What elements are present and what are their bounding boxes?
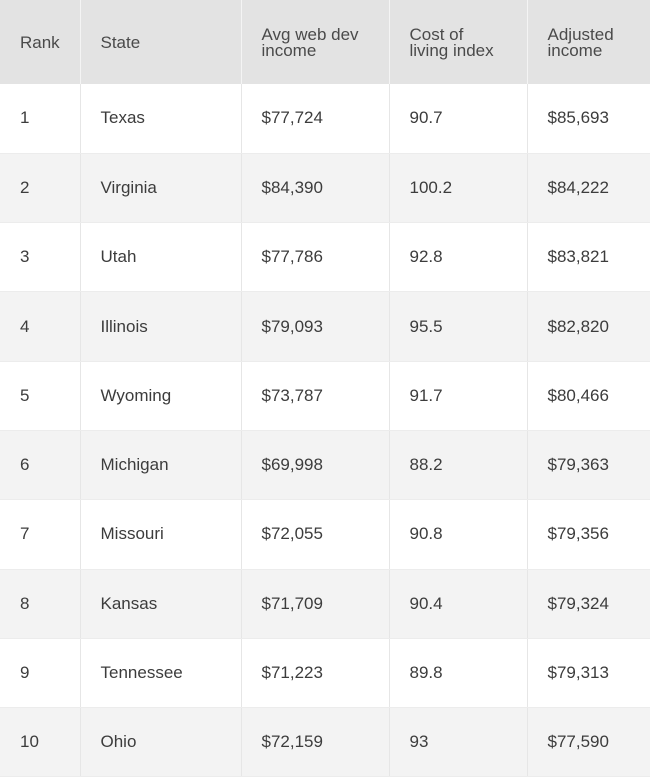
rank-cell: 10	[0, 707, 80, 777]
table-row: 9 Tennessee $71,223 89.8 $79,313	[0, 638, 650, 709]
adjusted-income-cell: $84,222	[526, 153, 650, 224]
state-cell: Kansas	[79, 569, 241, 639]
state-cell: Ohio	[79, 707, 241, 777]
header-adjusted-income-line1: Adjusted	[547, 25, 614, 44]
rank-cell: 8	[0, 569, 80, 639]
header-row: Rank State Avg web dev income Cost of li…	[0, 0, 650, 84]
table-row: 7 Missouri $72,055 90.8 $79,356	[0, 499, 650, 570]
income-cell: $77,724	[240, 84, 389, 154]
header-avg-income-line2: income	[261, 41, 317, 60]
cost-of-living-cell: 89.8	[388, 638, 527, 709]
cost-of-living-cell: 88.2	[388, 430, 527, 501]
adjusted-income-cell: $79,324	[526, 569, 650, 639]
table-row: 8 Kansas $71,709 90.4 $79,324	[0, 569, 650, 639]
rank-cell: 5	[0, 361, 80, 431]
cost-of-living-cell: 90.8	[388, 499, 527, 570]
state-cell: Tennessee	[79, 638, 241, 709]
header-cost-of-living-line2: living index	[409, 41, 494, 60]
adjusted-income-cell: $83,821	[526, 222, 650, 293]
adjusted-income-cell: $79,356	[526, 499, 650, 570]
income-cell: $72,159	[240, 707, 389, 777]
state-cell: Illinois	[79, 291, 241, 362]
table-row: 3 Utah $77,786 92.8 $83,821	[0, 222, 650, 293]
table-row: 2 Virginia $84,390 100.2 $84,222	[0, 153, 650, 224]
rank-cell: 6	[0, 430, 80, 501]
income-cell: $84,390	[240, 153, 389, 224]
header-avg-income-line1: Avg web dev	[261, 25, 359, 44]
adjusted-income-cell: $85,693	[526, 84, 650, 154]
income-cell: $72,055	[240, 499, 389, 570]
state-cell: Missouri	[79, 499, 241, 570]
table-row: 1 Texas $77,724 90.7 $85,693	[0, 84, 650, 154]
table-body: 1 Texas $77,724 90.7 $85,693 2 Virginia …	[0, 84, 650, 777]
rank-cell: 2	[0, 153, 80, 224]
adjusted-income-cell: $77,590	[526, 707, 650, 777]
table-row: 6 Michigan $69,998 88.2 $79,363	[0, 430, 650, 501]
header-rank-label: Rank	[20, 33, 60, 52]
cost-of-living-cell: 95.5	[388, 291, 527, 362]
rank-cell: 4	[0, 291, 80, 362]
income-cell: $79,093	[240, 291, 389, 362]
state-cell: Utah	[79, 222, 241, 293]
cost-of-living-cell: 92.8	[388, 222, 527, 293]
cost-of-living-cell: 90.4	[388, 569, 527, 639]
rank-cell: 9	[0, 638, 80, 709]
income-cell: $73,787	[240, 361, 389, 431]
income-cell: $71,709	[240, 569, 389, 639]
header-rank: Rank	[0, 0, 80, 84]
header-cost-of-living: Cost of living index	[388, 0, 527, 84]
cost-of-living-cell: 93	[388, 707, 527, 777]
rank-cell: 7	[0, 499, 80, 570]
rank-cell: 1	[0, 84, 80, 154]
state-cell: Michigan	[79, 430, 241, 501]
state-cell: Virginia	[79, 153, 241, 224]
table-row: 4 Illinois $79,093 95.5 $82,820	[0, 291, 650, 362]
rank-cell: 3	[0, 222, 80, 293]
header-state: State	[79, 0, 241, 84]
income-cell: $77,786	[240, 222, 389, 293]
header-state-label: State	[100, 33, 141, 52]
header-adjusted-income: Adjusted income	[526, 0, 650, 84]
table-row: 10 Ohio $72,159 93 $77,590	[0, 707, 650, 777]
header-cost-of-living-line1: Cost of	[409, 25, 464, 44]
adjusted-income-cell: $79,313	[526, 638, 650, 709]
cost-of-living-cell: 100.2	[388, 153, 527, 224]
adjusted-income-cell: $79,363	[526, 430, 650, 501]
header-avg-income: Avg web dev income	[240, 0, 389, 84]
income-cell: $71,223	[240, 638, 389, 709]
adjusted-income-cell: $80,466	[526, 361, 650, 431]
state-cell: Wyoming	[79, 361, 241, 431]
cost-of-living-cell: 91.7	[388, 361, 527, 431]
state-cell: Texas	[79, 84, 241, 154]
adjusted-income-cell: $82,820	[526, 291, 650, 362]
income-cell: $69,998	[240, 430, 389, 501]
cost-of-living-cell: 90.7	[388, 84, 527, 154]
table-header: Rank State Avg web dev income Cost of li…	[0, 0, 650, 84]
table-row: 5 Wyoming $73,787 91.7 $80,466	[0, 361, 650, 431]
header-adjusted-income-line2: income	[547, 41, 603, 60]
